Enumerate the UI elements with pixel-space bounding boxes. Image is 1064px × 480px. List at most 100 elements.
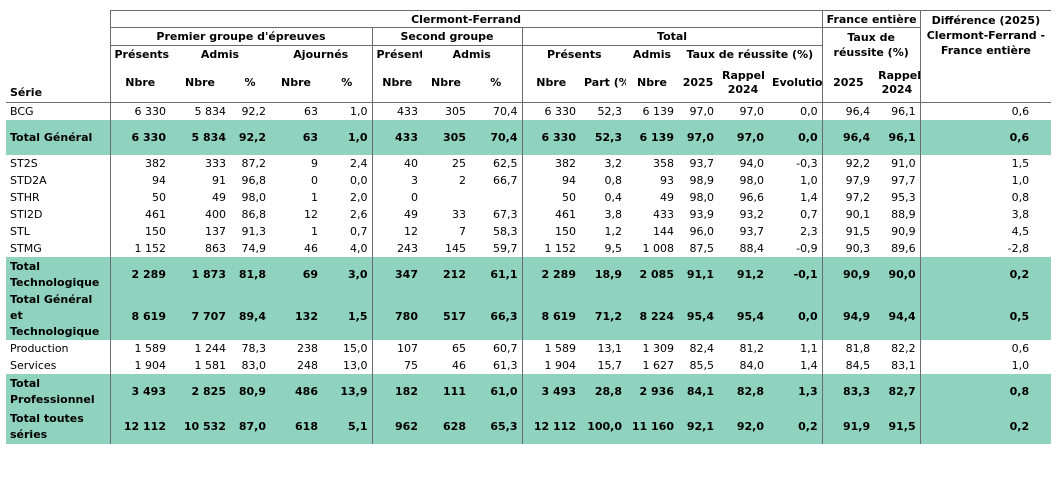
cell: 90,9 [821, 257, 875, 292]
cell: 8 224 [626, 292, 678, 340]
cell: 91 [212, 174, 226, 187]
row-label: BCG [10, 105, 34, 118]
cell: 98,0 [241, 191, 267, 204]
cell: 97,0 [718, 120, 768, 155]
cell: 12 [304, 208, 318, 221]
cell: 96,1 [874, 120, 921, 155]
row-label: Total toutes séries [6, 409, 110, 444]
cell: 96,4 [821, 120, 875, 155]
results-table: Clermont-Ferrand France entière Différen… [6, 10, 1052, 444]
cell: 2,3 [800, 225, 818, 238]
cell: 2,0 [350, 191, 368, 204]
cell: 71,2 [580, 292, 626, 340]
total-row: Total Général et Technologique 8 619 7 707… [6, 292, 1052, 340]
cell: 8 619 [109, 292, 170, 340]
header-row-1: Clermont-Ferrand France entière Différen… [6, 10, 1052, 63]
cell: 2 085 [626, 257, 678, 292]
cell: 780 [371, 292, 422, 340]
cell: 93,7 [689, 157, 715, 170]
difference-cell: 0,6 [919, 340, 1052, 357]
cell: 97,0 [689, 105, 715, 118]
cell [422, 189, 470, 206]
cell: 81,8 [230, 257, 270, 292]
cell: 84,1 [678, 374, 718, 409]
cell: 433 [371, 102, 422, 120]
cell: 94 [521, 172, 580, 189]
cell: 83,0 [241, 359, 267, 372]
cell: 517 [422, 292, 470, 340]
col-pct-1: % [244, 76, 256, 89]
cell: 87,5 [689, 242, 715, 255]
cell: 91,5 [821, 223, 875, 240]
cell: 61,1 [470, 257, 522, 292]
cell: 66,7 [493, 174, 518, 187]
cell: 1 589 [521, 340, 580, 357]
cell: 0,8 [604, 174, 623, 187]
cell: 97,9 [821, 172, 875, 189]
cell: 1,0 [800, 174, 818, 187]
table-row: STHR 50 49 98,0 1 2,0 0 50 0,4 49 98,0 96,6 1,4 97,2 9… [6, 189, 1052, 206]
cell: 93,2 [739, 208, 765, 221]
cell: 1 904 [109, 357, 170, 374]
cell: 83,1 [891, 359, 916, 372]
cell: 98,0 [689, 191, 715, 204]
cell: 90,9 [891, 225, 916, 238]
results-table-container: Clermont-Ferrand France entière Différen… [6, 10, 1052, 444]
cell: 94,0 [739, 157, 765, 170]
cell: 94,9 [821, 292, 875, 340]
cell: 1 904 [521, 357, 580, 374]
cell: 87,0 [230, 409, 270, 444]
cell: 61,0 [470, 374, 522, 409]
cell: 2 936 [626, 374, 678, 409]
cell: 1 581 [194, 359, 227, 372]
cell: 1,4 [800, 191, 818, 204]
france-header: France entière [821, 10, 921, 28]
cell: 90,0 [874, 257, 921, 292]
cell: 87,2 [241, 157, 267, 170]
total-row: Total Général 6 330 5 834 92,2 63 1,0 433 305 70… [6, 120, 1052, 155]
total-row: Total toutes séries 12 112 10 532 87,0 618 5,… [6, 409, 1052, 444]
cell: 52,3 [597, 105, 623, 118]
cell: 18,9 [580, 257, 626, 292]
cell: 94 [109, 172, 170, 189]
cell: 3 493 [521, 374, 580, 409]
cell: 0,4 [604, 191, 623, 204]
cell: 2,4 [350, 157, 368, 170]
cell: 8 619 [521, 292, 580, 340]
cell: 107 [371, 340, 422, 357]
cell: 1,4 [800, 359, 818, 372]
row-label: Total Technologique [6, 257, 110, 292]
cell: 49 [660, 191, 674, 204]
cell: 618 [270, 409, 322, 444]
cell: 82,4 [689, 342, 715, 355]
cell: 1 627 [642, 359, 675, 372]
cell: 96,1 [891, 105, 916, 118]
cell: 95,4 [718, 292, 768, 340]
tot-admis-header: Admis [632, 48, 672, 61]
cell: 96,0 [689, 225, 715, 238]
tot-taux-header: Taux de réussite (%) [686, 48, 814, 61]
cell: 11 160 [626, 409, 678, 444]
col-nbre-6: Nbre [521, 63, 580, 103]
row-label: Total Général et Technologique [6, 292, 110, 340]
col-pct-3: % [490, 76, 502, 89]
cell: 15,7 [597, 359, 623, 372]
cell: 628 [422, 409, 470, 444]
cell: 1 309 [642, 342, 675, 355]
cell: 96,8 [241, 174, 267, 187]
row-label: STI2D [10, 208, 43, 221]
cell: 86,8 [241, 208, 267, 221]
cell: 100,0 [580, 409, 626, 444]
cell: 33 [452, 208, 466, 221]
cell: -0,9 [796, 242, 818, 255]
difference-cell: 0,6 [919, 102, 1052, 120]
difference-cell: 1,0 [919, 172, 1052, 189]
difference-cell: 0,8 [919, 374, 1052, 409]
cell: 6 330 [521, 102, 580, 120]
second-groupe-header: Second groupe [371, 27, 522, 46]
cell: 2 289 [109, 257, 170, 292]
cell: 91,0 [891, 157, 916, 170]
cell: 1,2 [604, 225, 623, 238]
cell: 63 [304, 105, 318, 118]
cell: 0 [371, 189, 422, 206]
